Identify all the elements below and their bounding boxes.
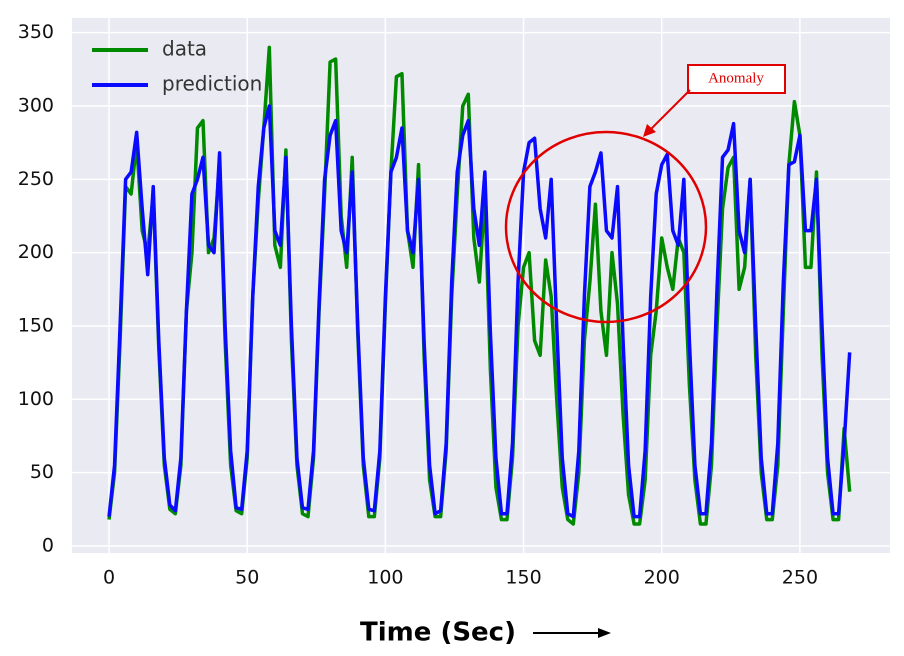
- x-tick-label: 100: [367, 567, 403, 589]
- lines: [107, 45, 852, 526]
- y-tick-label: 0: [42, 534, 54, 556]
- y-tick-label: 50: [30, 461, 54, 483]
- y-tick-label: 100: [18, 388, 54, 410]
- x-tick-label: 0: [103, 567, 115, 589]
- y-tick-label: 250: [18, 168, 54, 190]
- x-label-arrowhead: [598, 628, 611, 638]
- anomaly-circle: [504, 130, 708, 324]
- ticks: 0 50 100 150 200 250 300 350 0 50 100 150 200 250: [18, 21, 818, 588]
- annotation-arrowhead: [643, 124, 656, 137]
- series-line: [107, 104, 852, 519]
- y-tick-label: 200: [18, 241, 54, 263]
- annotation: Anomaly: [708, 70, 764, 86]
- annotation-box: [687, 64, 786, 94]
- x-tick-label: 200: [644, 567, 680, 589]
- y-tick-label: 300: [18, 94, 54, 116]
- legend-label: prediction: [162, 72, 262, 96]
- legend-label: data: [162, 37, 207, 61]
- legend: data prediction: [92, 37, 262, 96]
- x-tick-label: 250: [782, 567, 818, 589]
- annotation-arrow: [649, 89, 691, 131]
- x-axis-label: Time (Sec): [360, 618, 516, 648]
- x-tick-label: 150: [505, 567, 541, 589]
- x-tick-label: 50: [235, 567, 259, 589]
- y-tick-label: 150: [18, 314, 54, 336]
- y-tick-label: 350: [18, 21, 54, 43]
